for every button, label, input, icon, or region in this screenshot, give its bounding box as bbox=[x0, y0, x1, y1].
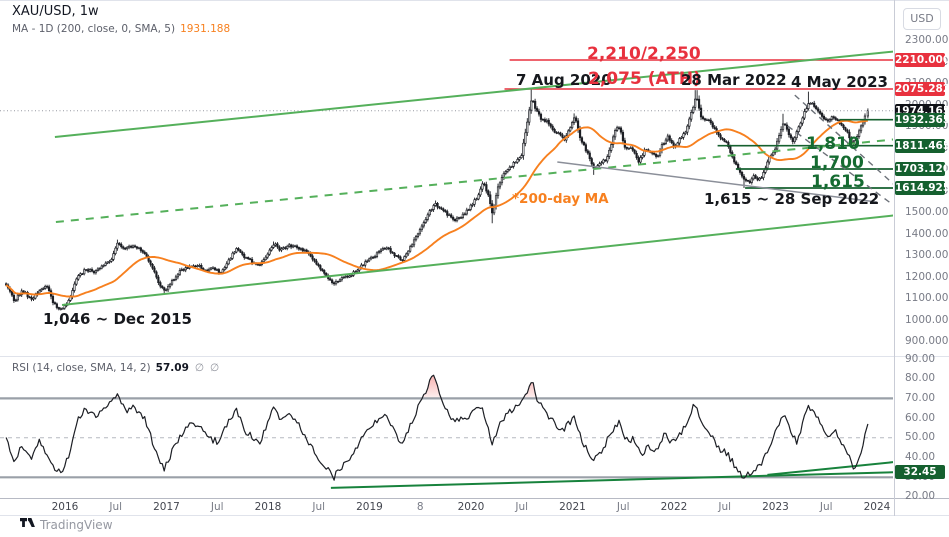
time-tick-Jul-2023.5: Jul bbox=[819, 501, 833, 513]
tradingview-logo[interactable]: TradingView bbox=[20, 518, 113, 532]
rsi-legend: RSI (14, close, SMA, 14, 2) 57.09 ∅ ∅ bbox=[12, 362, 219, 374]
time-tick-Jul-2017.5: Jul bbox=[210, 501, 224, 513]
price-badge-2075.282[interactable]: 2075.282 bbox=[895, 82, 949, 96]
time-tick-Jul-2022.5: Jul bbox=[718, 501, 732, 513]
annotation-level-1615[interactable]: 1,615 bbox=[811, 172, 865, 192]
currency-button[interactable]: USD bbox=[903, 8, 941, 30]
tradingview-logo-text: TradingView bbox=[40, 518, 113, 532]
rsi-null-value-2: ∅ bbox=[210, 362, 220, 374]
annotation-level-1700[interactable]: 1,700 bbox=[810, 153, 864, 173]
annotation-level-1810[interactable]: 1,810 bbox=[806, 134, 860, 154]
time-axis[interactable]: 2016 Jul 2017 Jul 2018 Jul 2019 8 2020 Jul 2021 Jul… bbox=[0, 498, 949, 516]
ma-legend: MA - 1D (200, close, 0, SMA, 5) 1931.188 bbox=[12, 23, 230, 35]
time-axis-separator bbox=[0, 498, 949, 499]
rsi-overbought-fill bbox=[113, 375, 537, 399]
tradingview-logo-icon bbox=[20, 518, 35, 527]
price-tick-1400.000: 1400.000 bbox=[905, 227, 949, 240]
price-axis-border bbox=[894, 0, 895, 516]
price-axis[interactable]: USD 2300.0002200.0002100.0002000.0001900… bbox=[894, 0, 949, 516]
rsi-tick-40.00: 40.00 bbox=[905, 451, 936, 464]
time-tick-2023-2023: 2023 bbox=[762, 501, 789, 513]
price-badge-1703.120[interactable]: 1703.120 bbox=[895, 162, 949, 177]
rsi-tick-70.00: 70.00 bbox=[905, 391, 936, 404]
time-tick-2022-2022: 2022 bbox=[660, 501, 688, 513]
annotation-date-4may2023[interactable]: 4 May 2023 bbox=[791, 73, 888, 91]
annotation-low-dec2015[interactable]: 1,046 ~ Dec 2015 bbox=[43, 310, 192, 328]
time-tick-2021-2021: 2021 bbox=[559, 501, 586, 513]
bottom-separator bbox=[0, 515, 949, 516]
time-tick-2016-2016: 2016 bbox=[51, 501, 79, 513]
annotation-date-28mar2022[interactable]: 28 Mar 2022 bbox=[681, 71, 787, 89]
annotation-target-zone[interactable]: 2,210/2,250 bbox=[587, 44, 701, 64]
rsi-tick-80.00: 80.00 bbox=[905, 372, 936, 385]
annotation-200day-ma[interactable]: *200-day MA bbox=[512, 191, 609, 207]
rsi-tick-50.00: 50.00 bbox=[905, 431, 936, 444]
time-tick-8-2019.5: 8 bbox=[416, 501, 424, 513]
annotation-date-7aug2020[interactable]: 7 Aug 2020 bbox=[516, 71, 612, 89]
time-tick-Jul-2021.5: Jul bbox=[616, 501, 630, 513]
price-badge-2210.000[interactable]: 2210.000 bbox=[895, 53, 949, 68]
time-tick-Jul-2018.5: Jul bbox=[312, 501, 326, 513]
time-tick-Jul-2020.5: Jul bbox=[515, 501, 529, 513]
ma-legend-label: MA - 1D (200, close, 0, SMA, 5) bbox=[12, 23, 176, 35]
rsi-panel[interactable] bbox=[0, 374, 905, 489]
price-tick-900.000: 900.000 bbox=[905, 335, 949, 348]
price-badge-1932.365[interactable]: 1932.365 bbox=[895, 112, 949, 127]
rsi-null-value-1: ∅ bbox=[194, 362, 205, 374]
rsi-tick-90.00: 90.00 bbox=[905, 352, 936, 365]
time-tick-2024-2024: 2024 bbox=[863, 501, 891, 513]
price-tick-1000.000: 1000.000 bbox=[905, 313, 949, 326]
ma-legend-value: 1931.188 bbox=[180, 23, 231, 35]
panel-separator[interactable] bbox=[0, 356, 949, 357]
price-tick-1100.000: 1100.000 bbox=[905, 292, 949, 305]
time-tick-2017-2017: 2017 bbox=[153, 501, 180, 513]
main-legend: XAU/USD, 1w MA - 1D (200, close, 0, SMA,… bbox=[12, 4, 230, 35]
annotation-ath[interactable]: 2,075 (ATH) bbox=[588, 69, 701, 89]
rsi-legend-value: 57.09 bbox=[155, 362, 189, 374]
price-tick-1500.000: 1500.000 bbox=[905, 206, 949, 219]
price-badge-1811.465[interactable]: 1811.465 bbox=[895, 138, 949, 153]
time-tick-2020-2020: 2020 bbox=[457, 501, 485, 513]
price-panel[interactable] bbox=[0, 50, 907, 311]
price-tick-1200.000: 1200.000 bbox=[905, 270, 949, 283]
rsi-tick-60.00: 60.00 bbox=[905, 411, 936, 424]
rsi-legend-label: RSI (14, close, SMA, 14, 2) bbox=[12, 362, 151, 374]
time-tick-Jul-2016.5: Jul bbox=[109, 501, 123, 513]
symbol-title: XAU/USD, 1w bbox=[12, 4, 99, 19]
rsi-line bbox=[5, 374, 869, 481]
time-tick-2019-2019: 2019 bbox=[356, 501, 383, 513]
price-tick-1300.000: 1300.000 bbox=[905, 249, 949, 262]
top-border bbox=[0, 0, 949, 1]
rsi-tick-20.00: 20.00 bbox=[905, 490, 936, 503]
rsi-badge-32.45[interactable]: 32.45 bbox=[895, 465, 945, 480]
ma-200-line[interactable] bbox=[5, 119, 868, 298]
annotation-low-sep2022[interactable]: 1,615 ~ 28 Sep 2022 bbox=[704, 190, 880, 208]
price-tick-2300.000: 2300.000 bbox=[905, 34, 949, 47]
time-tick-2018-2018: 2018 bbox=[254, 501, 282, 513]
price-badge-1614.925[interactable]: 1614.925 bbox=[895, 181, 949, 195]
